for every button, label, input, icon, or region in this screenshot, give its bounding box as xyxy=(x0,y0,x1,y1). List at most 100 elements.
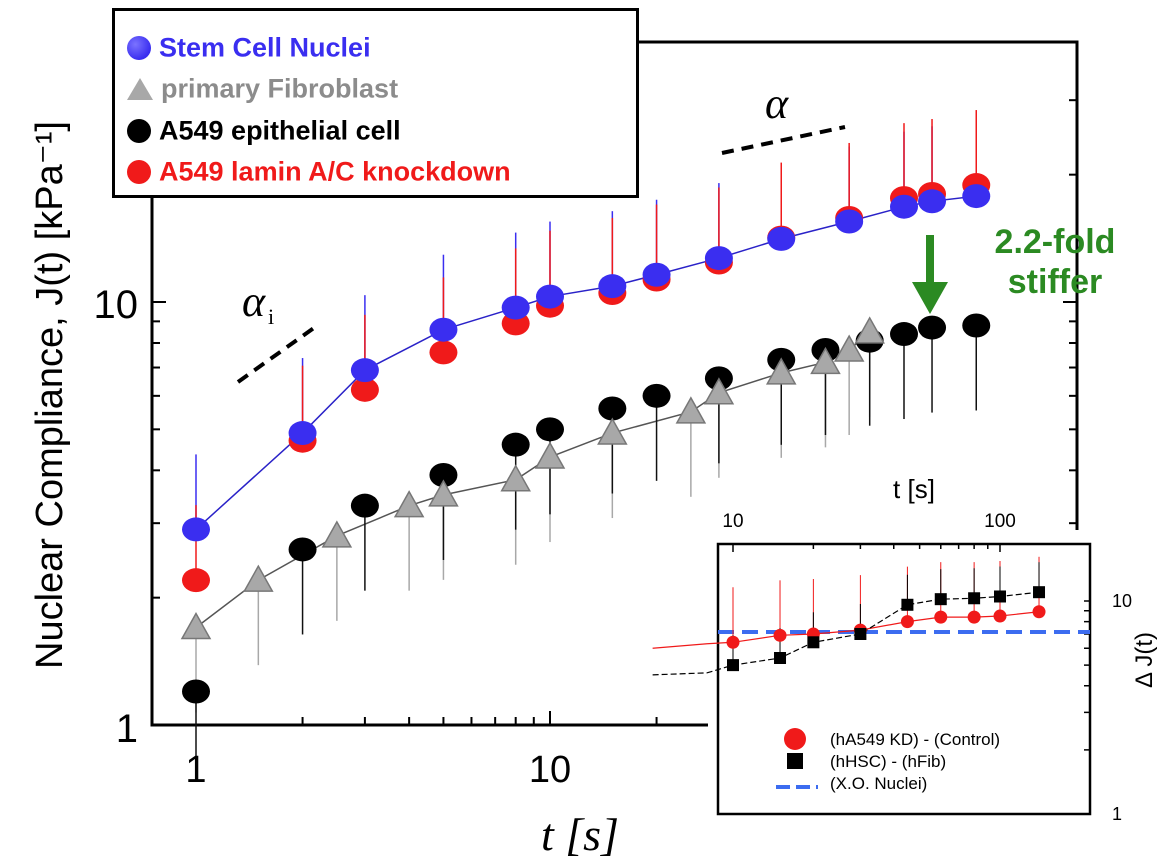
alpha-i-label: α xyxy=(242,277,266,326)
point-stem-cell-nuclei xyxy=(767,226,796,251)
inset-point-hsc-minus-fib xyxy=(727,659,739,672)
y-axis-label: Nuclear Compliance, J(t) [kPa⁻¹] xyxy=(29,121,71,669)
x-tick-label-10: 10 xyxy=(529,749,571,791)
point-stem-cell-nuclei xyxy=(704,246,733,271)
point-stem-cell-nuclei xyxy=(429,317,458,342)
point-a549-epithelial-cell xyxy=(288,537,317,562)
point-stem-cell-nuclei xyxy=(918,189,947,214)
point-a549-epithelial-cell xyxy=(890,322,918,347)
inset-y-tick-10: 10 xyxy=(1112,591,1132,611)
point-stem-cell-nuclei xyxy=(350,358,379,383)
y-tick-label-10: 10 xyxy=(94,283,139,327)
inset-point-kd-minus-control xyxy=(726,635,740,649)
inset-data-points xyxy=(726,586,1046,672)
inset-background xyxy=(708,530,1098,860)
point-fibroblast xyxy=(597,417,628,445)
inset-point-kd-minus-control xyxy=(1032,605,1046,619)
x-axis-label: t [s] xyxy=(541,809,619,860)
inset-point-kd-minus-control xyxy=(993,609,1007,623)
inset-y-axis-label: Δ J(t) xyxy=(1131,632,1158,688)
legend-marker-circle-red xyxy=(127,159,151,184)
inset-point-kd-minus-control xyxy=(967,610,981,624)
point-a549-epithelial-cell xyxy=(642,383,671,408)
inset-point-kd-minus-control xyxy=(900,615,914,629)
point-fibroblast xyxy=(321,520,353,548)
point-a549-epithelial-cell xyxy=(962,313,991,338)
point-stem-cell-nuclei xyxy=(890,194,918,219)
point-a549-epithelial-cell xyxy=(429,462,458,487)
point-stem-cell-nuclei xyxy=(962,184,991,209)
legend-marker-triangle-gray xyxy=(127,77,153,100)
inset-x-tick-10: 10 xyxy=(722,511,743,532)
inset-legend-marker-red xyxy=(784,728,806,750)
point-stem-cell-nuclei xyxy=(598,274,627,299)
inset-x-axis-label: t [s] xyxy=(893,474,935,504)
point-fibroblast xyxy=(500,464,531,492)
fold-line-2: stiffer xyxy=(1007,263,1103,301)
point-a549-lamin-a-c-knockdown xyxy=(429,340,458,365)
point-stem-cell-nuclei xyxy=(536,284,564,309)
point-stem-cell-nuclei xyxy=(835,209,864,234)
legend-label-stem-cell: Stem Cell Nuclei xyxy=(159,32,371,63)
legend-label-a549: A549 epithelial cell xyxy=(159,115,401,146)
inset-legend-marker-black xyxy=(787,753,803,769)
alpha-i-subscript: i xyxy=(268,304,274,329)
inset-point-hsc-minus-fib xyxy=(994,590,1006,603)
point-a549-epithelial-cell xyxy=(182,679,210,704)
x-tick-label-1: 1 xyxy=(185,749,206,791)
inset-point-hsc-minus-fib xyxy=(968,592,981,605)
alpha-slope-dash xyxy=(721,125,846,155)
inset-point-hsc-minus-fib xyxy=(807,636,820,649)
inset-frame xyxy=(716,542,1092,816)
point-a549-lamin-a-c-knockdown xyxy=(350,377,379,402)
point-fibroblast xyxy=(675,396,707,424)
stiffer-arrow-head xyxy=(912,282,948,314)
point-fibroblast xyxy=(534,441,566,469)
y-tick-label-1: 1 xyxy=(116,707,138,751)
point-fibroblast xyxy=(810,346,841,375)
inset-x-tick-100: 100 xyxy=(984,511,1016,532)
point-a549-epithelial-cell xyxy=(598,396,627,421)
inset-line-1 xyxy=(652,591,1040,676)
point-stem-cell-nuclei xyxy=(182,517,210,542)
legend-entry-lamin-kd: A549 lamin A/C knockdown xyxy=(127,155,511,187)
fold-stiffer-annotation: 2.2-fold stiffer xyxy=(980,222,1130,302)
legend-marker-circle-black xyxy=(127,118,151,143)
main-data-points xyxy=(180,173,991,704)
legend-entry-stem-cell: Stem Cell Nuclei xyxy=(127,31,371,63)
alpha-i-slope-dash xyxy=(236,323,320,384)
inset-legend-label-blue: (X.O. Nuclei) xyxy=(830,774,928,793)
point-a549-epithelial-cell xyxy=(501,432,530,457)
point-fibroblast xyxy=(428,479,459,507)
legend-label-fibroblast: primary Fibroblast xyxy=(161,73,399,104)
point-stem-cell-nuclei xyxy=(501,295,530,320)
point-fibroblast xyxy=(703,377,735,405)
inset-point-hsc-minus-fib xyxy=(934,593,947,606)
inset-point-kd-minus-control xyxy=(934,610,948,624)
point-stem-cell-nuclei xyxy=(642,262,671,287)
inset-point-kd-minus-control xyxy=(773,628,787,642)
fold-line-1: 2.2-fold xyxy=(994,223,1116,261)
point-fibroblast xyxy=(180,611,212,640)
point-a549-lamin-a-c-knockdown xyxy=(182,568,210,593)
inset-point-hsc-minus-fib xyxy=(774,652,787,665)
point-fibroblast xyxy=(243,564,274,592)
point-fibroblast xyxy=(854,316,885,344)
inset-legend-label-black: (hHSC) - (hFib) xyxy=(830,752,947,771)
point-fibroblast xyxy=(833,334,865,362)
legend-marker-circle-blue xyxy=(127,35,151,60)
point-fibroblast xyxy=(393,490,425,518)
inset-point-hsc-minus-fib xyxy=(854,627,867,640)
point-a549-epithelial-cell xyxy=(350,493,379,518)
point-fibroblast xyxy=(765,357,797,385)
inset-y-tick-1: 1 xyxy=(1112,804,1122,824)
fit-line-0 xyxy=(195,195,977,530)
legend-entry-fibroblast: primary Fibroblast xyxy=(127,72,398,104)
inset-legend-label-red: (hA549 KD) - (Control) xyxy=(830,730,1001,749)
alpha-label: α xyxy=(765,79,789,128)
inset-point-hsc-minus-fib xyxy=(1033,586,1046,599)
inset-point-hsc-minus-fib xyxy=(901,598,914,611)
legend-label-lamin-kd: A549 lamin A/C knockdown xyxy=(159,156,511,187)
point-stem-cell-nuclei xyxy=(288,421,317,446)
